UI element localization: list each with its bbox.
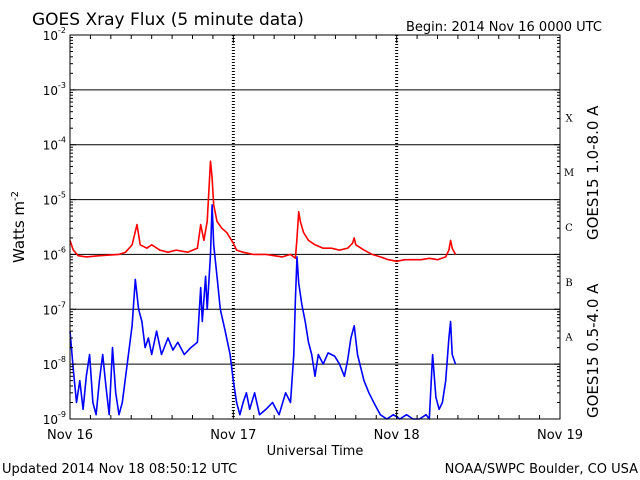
grid xyxy=(70,35,560,419)
y-tick-exponent: -9 xyxy=(58,410,66,419)
y-tick-label: 10-5 xyxy=(43,191,66,208)
tick-group xyxy=(69,34,561,420)
y-tick-exponent: -2 xyxy=(58,26,66,35)
y-tick-labels: 10-210-310-410-510-610-710-810-9 xyxy=(43,26,66,427)
x-tick-label: Nov 16 xyxy=(47,428,93,443)
legend-series-long: GOES15 1.0-8.0 A xyxy=(584,105,602,240)
chart-title: GOES Xray Flux (5 minute data) xyxy=(32,10,304,30)
y-axis-label: Watts m-2 xyxy=(10,191,28,263)
y-tick-exponent: -5 xyxy=(58,191,66,200)
y-tick-base: 10 xyxy=(43,248,58,262)
flare-class-labels: X M C B A xyxy=(564,113,574,343)
y-tick-exponent: -4 xyxy=(58,136,66,145)
plot-frame xyxy=(69,34,561,420)
y-tick-exponent: -3 xyxy=(58,81,66,90)
y-axis-label-text: Watts m xyxy=(10,201,28,263)
y-tick-exponent: -7 xyxy=(58,300,66,309)
flare-class-label: M xyxy=(564,168,574,179)
y-tick-label: 10-4 xyxy=(43,136,66,153)
begin-time: Begin: 2014 Nov 16 0000 UTC xyxy=(406,20,602,35)
series-line-long xyxy=(69,160,457,263)
flare-class-label: A xyxy=(564,333,573,344)
y-tick-base: 10 xyxy=(43,194,58,208)
y-tick-base: 10 xyxy=(43,303,58,317)
y-tick-label: 10-8 xyxy=(43,355,66,372)
legend-series-short: GOES15 0.5-4.0 A xyxy=(584,283,602,418)
flare-class-label: B xyxy=(565,278,572,289)
y-tick-base: 10 xyxy=(43,139,58,153)
y-tick-base: 10 xyxy=(43,29,58,43)
y-tick-exponent: -6 xyxy=(58,245,66,254)
footer-updated: Updated 2014 Nov 18 08:50:12 UTC xyxy=(2,462,237,477)
y-tick-base: 10 xyxy=(43,413,58,427)
y-tick-exponent: -8 xyxy=(58,355,66,364)
x-tick-label: Nov 19 xyxy=(537,428,583,443)
y-tick-label: 10-9 xyxy=(43,410,66,427)
x-tick-labels: Nov 16 Nov 17 Nov 18 Nov 19 xyxy=(47,428,583,443)
flare-class-label: C xyxy=(565,223,573,234)
y-tick-label: 10-3 xyxy=(43,81,66,98)
y-axis-label-exponent: -2 xyxy=(10,191,21,201)
x-axis-label: Universal Time xyxy=(267,444,364,459)
x-tick-label: Nov 17 xyxy=(210,428,256,443)
y-tick-base: 10 xyxy=(43,84,58,98)
footer-source: NOAA/SWPC Boulder, CO USA xyxy=(445,462,638,477)
flare-class-label: X xyxy=(565,113,573,124)
y-tick-base: 10 xyxy=(43,358,58,372)
y-tick-label: 10-2 xyxy=(43,26,66,43)
x-tick-label: Nov 18 xyxy=(374,428,420,443)
y-tick-label: 10-7 xyxy=(43,300,66,317)
y-tick-label: 10-6 xyxy=(43,245,66,262)
